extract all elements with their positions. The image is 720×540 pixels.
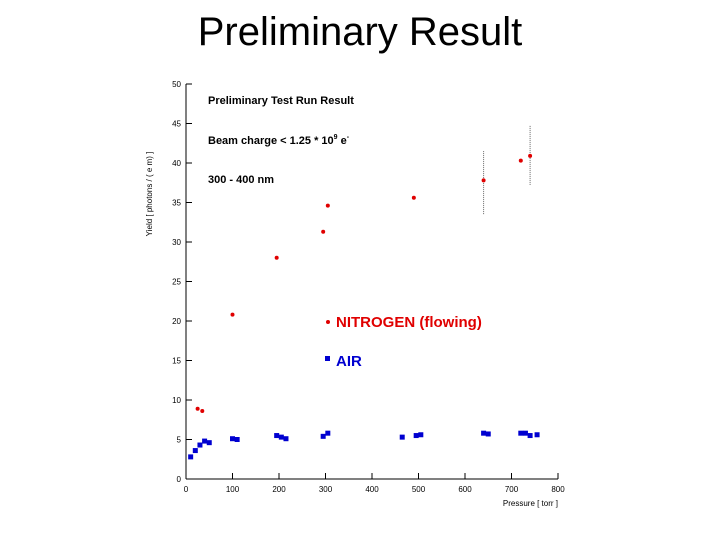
- data-point-air: [197, 442, 203, 448]
- data-point-air: [278, 434, 284, 440]
- x-tick-label: 300: [319, 485, 333, 494]
- data-point-nitrogen-flowing: [528, 153, 533, 158]
- slide-title: Preliminary Result: [197, 10, 523, 54]
- legend-label-nitrogen: NITROGEN (flowing): [336, 314, 482, 331]
- legend-label-air: AIR: [336, 353, 362, 370]
- data-point-air: [188, 454, 194, 460]
- data-point-air: [485, 431, 491, 437]
- data-point-air: [320, 433, 326, 439]
- data-point-air: [481, 430, 487, 436]
- data-point-air: [399, 434, 405, 440]
- legend: NITROGEN (flowing) AIR: [325, 314, 482, 370]
- beam-charge-exponent: 9: [334, 134, 338, 141]
- beam-charge-unit: e: [338, 135, 347, 147]
- yield-vs-pressure-chart: 0 100 200 300 400 500 600 700 800 0 5 10 15 20 25 30 35 4…: [140, 76, 570, 516]
- beam-charge-prefix: Beam charge < 1.25 * 10: [208, 135, 334, 147]
- legend-marker-air: [325, 356, 330, 361]
- x-tick-label: 100: [226, 485, 240, 494]
- data-point-air: [230, 436, 235, 442]
- x-tick-label: 800: [551, 485, 565, 494]
- data-point-air: [234, 437, 240, 442]
- data-point-air: [192, 448, 198, 454]
- data-point-nitrogen-flowing: [230, 312, 235, 317]
- data-point-air: [283, 436, 289, 442]
- x-tick-label: 200: [272, 485, 286, 494]
- data-point-air: [202, 438, 208, 444]
- x-tick-label: 400: [365, 485, 379, 494]
- y-tick-label: 45: [172, 120, 181, 129]
- y-tick-label: 30: [172, 238, 181, 247]
- x-axis-label: Pressure [ torr ]: [503, 499, 558, 508]
- y-tick-label: 15: [172, 357, 181, 366]
- run-title-annotation: Preliminary Test Run Result: [208, 95, 354, 107]
- y-tick-label: 10: [172, 396, 181, 405]
- y-axis-label: Yield [ photons / ( e m) ]: [145, 152, 154, 237]
- data-point-nitrogen-flowing: [321, 229, 326, 234]
- y-tick-label: 40: [172, 159, 181, 168]
- data-point-nitrogen-flowing: [518, 158, 523, 163]
- data-point-air: [274, 433, 280, 439]
- y-tick-label: 25: [172, 278, 181, 287]
- data-point-nitrogen-flowing: [200, 409, 205, 414]
- y-tick-label: 35: [172, 199, 181, 208]
- data-point-air: [522, 430, 528, 436]
- plot-panel-background: [140, 76, 570, 516]
- data-point-air: [206, 440, 212, 446]
- beam-charge-annotation: Beam charge < 1.25 * 109 e-: [208, 134, 350, 147]
- y-tick-label: 0: [177, 475, 182, 484]
- x-tick-label: 0: [184, 485, 189, 494]
- y-tick-label: 5: [177, 436, 182, 445]
- data-point-air: [413, 433, 419, 439]
- data-point-nitrogen-flowing: [195, 406, 200, 411]
- data-point-nitrogen-flowing: [481, 178, 486, 183]
- data-point-nitrogen-flowing: [411, 195, 416, 200]
- y-tick-label: 20: [172, 317, 181, 326]
- data-point-air: [518, 430, 524, 436]
- y-tick-label: 50: [172, 80, 181, 89]
- data-point-air: [418, 432, 424, 438]
- beam-charge-unit-sup: -: [347, 134, 350, 141]
- x-tick-label: 500: [412, 485, 426, 494]
- data-point-nitrogen-flowing: [325, 203, 330, 208]
- wavelength-annotation: 300 - 400 nm: [208, 174, 274, 186]
- data-point-air: [534, 432, 540, 438]
- data-point-air: [325, 430, 331, 436]
- legend-marker-nitrogen: [326, 320, 330, 324]
- x-tick-label: 700: [505, 485, 519, 494]
- x-tick-label: 600: [458, 485, 472, 494]
- data-point-nitrogen-flowing: [274, 255, 279, 260]
- data-point-air: [527, 433, 533, 439]
